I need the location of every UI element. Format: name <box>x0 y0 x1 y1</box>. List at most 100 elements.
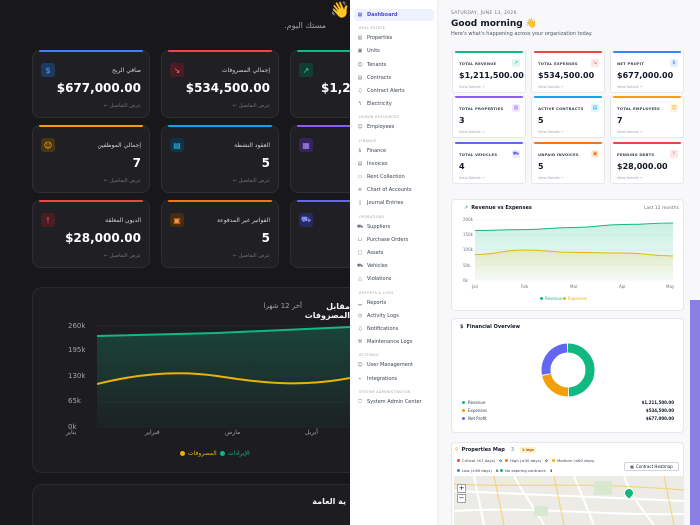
sidebar-item-violations[interactable]: △ Violations <box>357 274 391 284</box>
view-details-link[interactable]: View Details → <box>617 130 643 134</box>
rtl-card-net-profit[interactable]: $ صافي الربح $677,000.00 عرض التفاصيل ← <box>32 50 150 118</box>
sidebar-item-tenants[interactable]: ☺ Tenants <box>357 60 386 70</box>
financial-row-revenue: Revenue $1,211,500.00 <box>462 400 674 405</box>
sidebar-item-user-management[interactable]: ☺ User Management <box>357 360 413 370</box>
sidebar-item-notifications[interactable]: ♫ Notifications <box>357 324 399 334</box>
view-details-link[interactable]: View Details → <box>538 176 564 180</box>
sidebar-item-properties[interactable]: ▥ Properties <box>357 33 393 43</box>
view-details-link[interactable]: عرض التفاصيل ← <box>103 103 141 109</box>
sidebar-item-invoices[interactable]: ▤ Invoices <box>357 159 388 169</box>
view-details-link[interactable]: View Details → <box>538 85 564 89</box>
card-value: $1,211,500.00 <box>459 71 524 80</box>
map-legend-item[interactable]: Medium (≤60 days) <box>552 458 599 463</box>
rtl-legend-expenses[interactable]: المصروفات <box>180 450 217 457</box>
view-details-link[interactable]: عرض التفاصيل ← <box>232 103 270 109</box>
sidebar-item-suppliers[interactable]: ⛟ Suppliers <box>357 222 390 232</box>
rtl-card-total-expenses[interactable]: ↘ إجمالي المصروفات $534,500.00 عرض التفا… <box>161 50 279 118</box>
invoice-icon: ▣ <box>170 213 184 227</box>
view-details-link[interactable]: View Details → <box>538 130 564 134</box>
sidebar-item-maintenance-logs[interactable]: ⚒ Maintenance Logs <box>357 337 413 347</box>
rtl-card-unpaid-invoices[interactable]: ▣ الفواتير غير المدفوعة 5 عرض التفاصيل ← <box>161 200 279 268</box>
card-label: الديون المعلقة <box>105 217 141 224</box>
stat-card-pending-debts[interactable]: PENDING DEBTS! $28,000.00 View Details → <box>610 142 684 184</box>
sidebar-item-dashboard[interactable]: ▦ Dashboard <box>357 10 398 20</box>
sidebar-item-label: Contracts <box>367 74 392 81</box>
x-tick: Feb <box>521 284 529 289</box>
card-value: $28,000.00 <box>617 162 668 171</box>
map-legend-item[interactable]: High (≤30 days) 0 <box>505 458 548 463</box>
sidebar-item-finance[interactable]: $ Finance <box>357 146 386 156</box>
row-value: $534,500.00 <box>645 408 674 413</box>
sidebar-item-journal-entries[interactable]: ▯ Journal Entries <box>357 198 404 208</box>
stat-card-net-profit[interactable]: NET PROFIT $ $677,000.00 View Details → <box>610 51 684 93</box>
map-legend-item[interactable]: No expiring contracts 3 <box>500 468 552 473</box>
revenue-chart-title: ↗ Revenue vs Expenses <box>464 205 532 211</box>
view-details-link[interactable]: عرض التفاصيل ← <box>103 178 141 184</box>
sidebar-item-label: Reports <box>367 299 387 306</box>
map-icon: ▦ <box>630 464 634 469</box>
y-tick: 195k <box>68 346 86 354</box>
stat-card-total-vehicles[interactable]: TOTAL VEHICLES ⛟ 4 View Details → <box>452 142 526 184</box>
stat-card-total-revenue[interactable]: TOTAL REVENUE ↗ $1,211,500.00 View Details … <box>452 51 526 93</box>
rtl-card-active-contracts[interactable]: ▤ العقود النشطة 5 عرض التفاصيل ← <box>161 125 279 193</box>
map-legend-item[interactable]: Low (>60 days) 0 <box>457 468 498 473</box>
view-details-link[interactable]: View Details → <box>459 130 485 134</box>
sidebar-item-vehicles[interactable]: ⛟ Vehicles <box>357 261 388 271</box>
view-details-link[interactable]: View Details → <box>459 176 485 180</box>
sidebar-item-system-admin-center[interactable]: ⛉ System Admin Center <box>357 397 421 407</box>
legend-expenses[interactable]: Expenses <box>563 296 587 301</box>
y-tick: 0k <box>68 423 77 431</box>
sidebar-item-electricity[interactable]: ϟ Electricity <box>357 99 392 109</box>
sidebar-section-label: FINANCE <box>359 138 377 143</box>
map-legend-item[interactable]: Critical (≤7 days) 0 <box>457 458 502 463</box>
view-details-link[interactable]: View Details → <box>617 176 643 180</box>
sidebar-item-activity-logs[interactable]: ◷ Activity Logs <box>357 311 399 321</box>
rtl-card-total-revenue[interactable]: ↗ $1,21 <box>290 50 350 118</box>
legend-revenue[interactable]: Revenue <box>540 296 562 301</box>
view-details-link[interactable]: عرض التفاصيل ← <box>232 178 270 184</box>
rtl-card-total-employees[interactable]: ☺ إجمالي الموظفين 7 عرض التفاصيل ← <box>32 125 150 193</box>
users-icon: ☺ <box>41 138 55 152</box>
view-details-link[interactable]: عرض التفاصيل ← <box>103 253 141 259</box>
contract-heatmap-button[interactable]: ▦ Contract Heatmap <box>624 462 679 471</box>
financial-row-expenses: Expenses $534,500.00 <box>462 408 674 413</box>
stat-card-active-contracts[interactable]: ACTIVE CONTRACTS ▤ 5 View Details → <box>531 96 605 138</box>
sidebar-item-contract-alerts[interactable]: ♫ Contract Alerts <box>357 86 405 96</box>
stat-card-total-employees[interactable]: TOTAL EMPLOYEES ☺ 7 View Details → <box>610 96 684 138</box>
view-details-link[interactable]: View Details → <box>617 85 643 89</box>
sidebar-item-reports[interactable]: ▁ Reports <box>357 298 386 308</box>
zoom-in-button[interactable]: + <box>457 484 466 493</box>
rtl-card-total-vehicles[interactable]: ⛟ <box>290 200 350 268</box>
sidebar-item-employees[interactable]: ☺ Employees <box>357 122 394 132</box>
sidebar-section-label: OPERATIONS <box>359 214 385 219</box>
zoom-out-button[interactable]: − <box>457 494 466 503</box>
donut-slice-expenses[interactable] <box>542 373 569 397</box>
sidebar-item-integrations[interactable]: ⌁ Integrations <box>357 374 397 384</box>
sidebar-item-purchase-orders[interactable]: ⊔ Purchase Orders <box>357 235 408 245</box>
x-tick: May <box>666 284 675 289</box>
sidebar-item-assets[interactable]: □ Assets <box>357 248 384 258</box>
stat-card-unpaid-invoices[interactable]: UNPAID INVOICES ▣ 5 View Details → <box>531 142 605 184</box>
invoice-icon: ▤ <box>357 160 363 167</box>
sidebar-item-chart-of-accounts[interactable]: ≡ Chart of Accounts <box>357 185 412 195</box>
sidebar-item-units[interactable]: ▣ Units <box>357 46 380 56</box>
rtl-card-total-properties[interactable]: ▦ <box>290 125 350 193</box>
sidebar-item-contracts[interactable]: ▤ Contracts <box>357 73 392 83</box>
view-details-link[interactable]: عرض التفاصيل ← <box>232 253 270 259</box>
rtl-legend-revenue[interactable]: الإيرادات <box>220 450 250 457</box>
view-details-link[interactable]: View Details → <box>459 85 485 89</box>
revenue-chart-range[interactable]: Last 12 months <box>644 206 679 211</box>
card-label: إجمالي المصروفات <box>221 67 270 74</box>
donut-slice-net-profit[interactable] <box>541 343 568 375</box>
financial-overview-panel <box>451 318 684 433</box>
financial-donut-chart <box>541 343 595 397</box>
trend-up-icon: ↗ <box>299 63 313 77</box>
card-value: 3 <box>459 116 465 125</box>
donut-slice-revenue[interactable] <box>567 343 595 397</box>
stat-card-total-properties[interactable]: TOTAL PROPERTIES ▥ 3 View Details → <box>452 96 526 138</box>
properties-map[interactable] <box>454 476 684 525</box>
sidebar-item-rent-collection[interactable]: ▭ Rent Collection <box>357 172 405 182</box>
rtl-card-pending-debts[interactable]: ! الديون المعلقة $28,000.00 عرض التفاصيل… <box>32 200 150 268</box>
stat-card-total-expenses[interactable]: TOTAL EXPENSES ↘ $534,500.00 View Details → <box>531 51 605 93</box>
properties-count: 3 <box>510 447 515 453</box>
